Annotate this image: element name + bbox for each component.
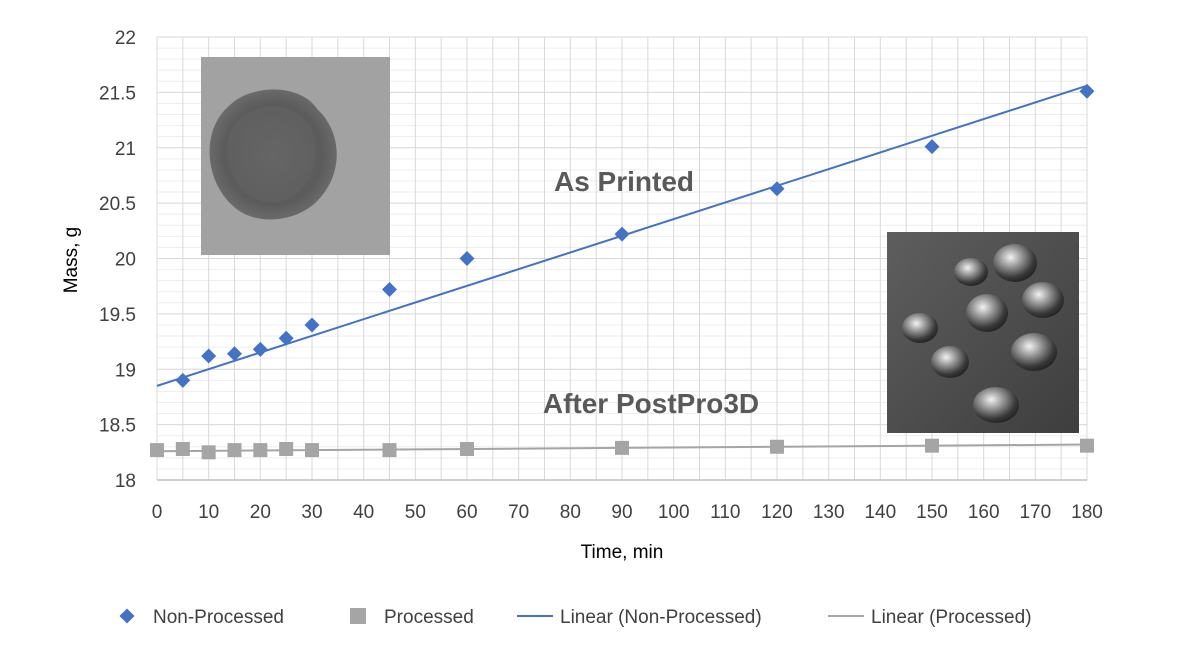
x-tick-label: 30 [301, 502, 322, 523]
annotation-after-postpro3d: After PostPro3D [543, 388, 759, 419]
x-tick-label: 20 [250, 502, 271, 523]
point-processed [770, 439, 784, 454]
data-points [150, 83, 1095, 460]
x-tick-label: 160 [968, 502, 1000, 523]
x-tick-label: 170 [1019, 502, 1051, 523]
y-tick-label: 21 [115, 139, 136, 160]
point-processed [279, 441, 294, 456]
point-non-processed [201, 348, 217, 364]
y-axis-title: Mass, g [61, 227, 82, 294]
x-tick-label: 100 [658, 502, 690, 523]
legend: Non-Processed Processed Linear (Non-Proces… [119, 607, 1032, 628]
x-tick-label: 90 [611, 502, 632, 523]
point-processed [1080, 438, 1094, 453]
legend-label: Linear (Non-Processed) [560, 607, 762, 628]
x-tick-label: 40 [353, 502, 374, 523]
x-tick-label: 140 [864, 502, 896, 523]
x-tick-label: 110 [710, 502, 740, 523]
point-non-processed [252, 341, 268, 357]
after-postpro3d-photo [887, 232, 1079, 433]
point-processed [305, 443, 319, 458]
y-tick-label: 21.5 [99, 83, 136, 104]
x-tick-label: 180 [1071, 502, 1103, 523]
point-processed [615, 440, 629, 455]
legend-marker-diamond [119, 608, 135, 624]
point-processed [150, 443, 164, 458]
point-processed [175, 441, 190, 456]
y-tick-labels: 18 18.5 19 19.5 20 20.5 21 21.5 22 [99, 28, 136, 492]
point-processed [382, 443, 397, 458]
legend-item: Processed [350, 607, 474, 628]
x-tick-label: 130 [813, 502, 845, 523]
point-non-processed [769, 181, 785, 197]
legend-label: Processed [384, 607, 474, 628]
point-processed [460, 441, 474, 456]
y-tick-label: 20 [115, 250, 136, 271]
water-droplets [902, 244, 1064, 423]
legend-marker-square [350, 608, 366, 624]
x-tick-label: 80 [560, 502, 581, 523]
y-tick-label: 19.5 [99, 305, 136, 326]
legend-label: Linear (Processed) [871, 607, 1032, 628]
legend-item: Non-Processed [119, 607, 284, 628]
point-non-processed [1079, 83, 1095, 99]
x-tick-label: 0 [152, 502, 163, 523]
point-non-processed [382, 282, 397, 298]
point-processed [201, 445, 216, 460]
point-non-processed [924, 139, 940, 155]
x-tick-label: 70 [508, 502, 529, 523]
point-non-processed [614, 226, 630, 242]
legend-item: Linear (Processed) [828, 607, 1032, 628]
legend-item: Linear (Non-Processed) [517, 607, 762, 628]
as-printed-photo [201, 57, 390, 255]
point-non-processed [278, 330, 294, 346]
legend-label: Non-Processed [153, 607, 284, 628]
x-tick-label: 150 [916, 502, 948, 523]
x-tick-label: 120 [761, 502, 793, 523]
point-non-processed [459, 251, 475, 266]
point-non-processed [227, 346, 242, 362]
x-tick-labels: 0 10 20 30 40 50 60 70 80 90 100 110 120 130 140 150 160… [152, 502, 1103, 523]
point-non-processed [304, 317, 320, 333]
x-tick-label: 50 [405, 502, 426, 523]
y-tick-label: 18 [115, 471, 136, 492]
point-processed [925, 438, 939, 453]
y-tick-label: 18.5 [99, 416, 136, 437]
y-tick-label: 22 [115, 28, 136, 49]
x-axis-title: Time, min [581, 542, 664, 563]
annotation-as-printed: As Printed [554, 166, 694, 197]
point-processed [253, 443, 268, 458]
y-tick-label: 19 [115, 360, 136, 381]
x-tick-label: 10 [198, 502, 219, 523]
y-tick-label: 20.5 [99, 194, 136, 215]
point-processed [227, 443, 242, 458]
x-tick-label: 60 [456, 502, 477, 523]
point-non-processed [175, 372, 191, 388]
